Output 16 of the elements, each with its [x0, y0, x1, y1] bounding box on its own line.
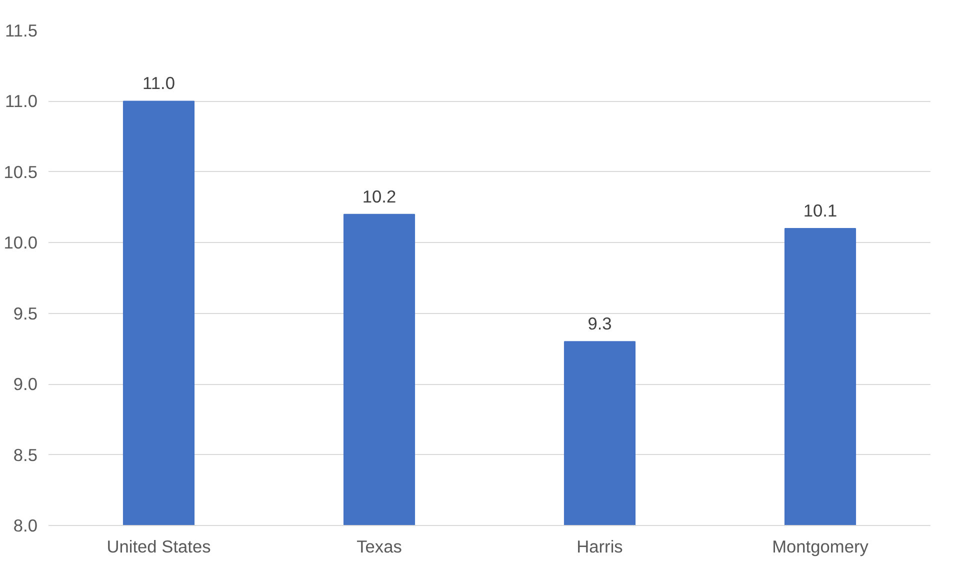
y-tick-label: 8.5: [13, 444, 38, 465]
data-label: 10.2: [362, 186, 396, 206]
y-tick-label: 11.5: [5, 20, 38, 40]
y-tick-label: 9.5: [13, 303, 38, 324]
y-tick-label: 8.0: [13, 516, 38, 536]
x-tick-label: Texas: [356, 536, 402, 556]
x-tick-label: Harris: [576, 536, 624, 556]
y-tick-label: 11.0: [5, 91, 38, 112]
data-label: 11.0: [142, 73, 175, 94]
x-tick-label: Montgomery: [772, 536, 869, 556]
data-label: 9.3: [588, 314, 612, 334]
y-tick-label: 9.0: [13, 374, 38, 394]
y-tick-label: 10.0: [4, 232, 38, 253]
data-label: 10.1: [803, 200, 838, 220]
x-tick-label: United States: [106, 536, 212, 556]
y-tick-label: 10.5: [4, 162, 38, 182]
